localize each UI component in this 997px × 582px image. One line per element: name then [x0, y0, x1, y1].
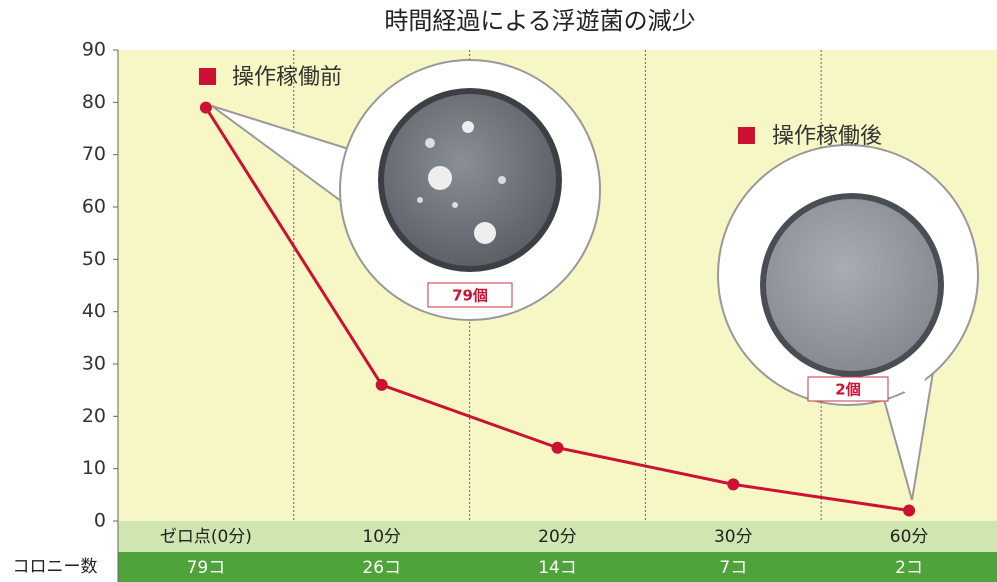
- x-tick-label: 10分: [362, 527, 401, 547]
- y-tick-label: 0: [94, 510, 106, 532]
- y-tick-label: 40: [82, 300, 106, 322]
- y-tick-label: 10: [82, 457, 106, 479]
- callout-after: 2個: [717, 144, 979, 501]
- annotation: 操作稼働後: [772, 124, 882, 149]
- table-row-categories: [118, 521, 997, 552]
- annotation: 79個: [452, 287, 488, 305]
- value-label: 14コ: [538, 558, 577, 578]
- y-tick-label: 30: [82, 353, 106, 375]
- table-row-values: [118, 552, 997, 582]
- y-tick-label: 90: [82, 39, 106, 61]
- value-label: 2コ: [895, 558, 923, 578]
- value-label: 79コ: [187, 558, 226, 578]
- x-tick-label: ゼロ点(0分): [160, 527, 252, 547]
- marker-square: [199, 68, 216, 85]
- value-label: 26コ: [362, 558, 401, 578]
- chart-title: 時間経過による浮遊菌の減少: [384, 7, 695, 35]
- annotation: 2個: [835, 381, 860, 399]
- y-tick-label: 70: [82, 143, 106, 165]
- marker-square: [738, 127, 755, 144]
- data-point: [903, 504, 916, 517]
- data-point: [727, 478, 740, 491]
- callout-before: 79個: [211, 59, 601, 321]
- x-tick-label: 20分: [538, 527, 577, 547]
- y-tick-label: 50: [82, 248, 106, 270]
- x-tick-label: 30分: [714, 527, 753, 547]
- data-point: [551, 441, 564, 454]
- data-point: [375, 378, 388, 391]
- value-label: 7コ: [719, 558, 747, 578]
- y-tick-label: 60: [82, 196, 106, 218]
- x-tick-label: 60分: [890, 527, 929, 547]
- row-label: コロニー数: [13, 557, 98, 577]
- y-tick-label: 20: [82, 405, 106, 427]
- data-point: [199, 101, 212, 114]
- annotation: 操作稼働前: [232, 65, 342, 90]
- y-tick-label: 80: [82, 91, 106, 113]
